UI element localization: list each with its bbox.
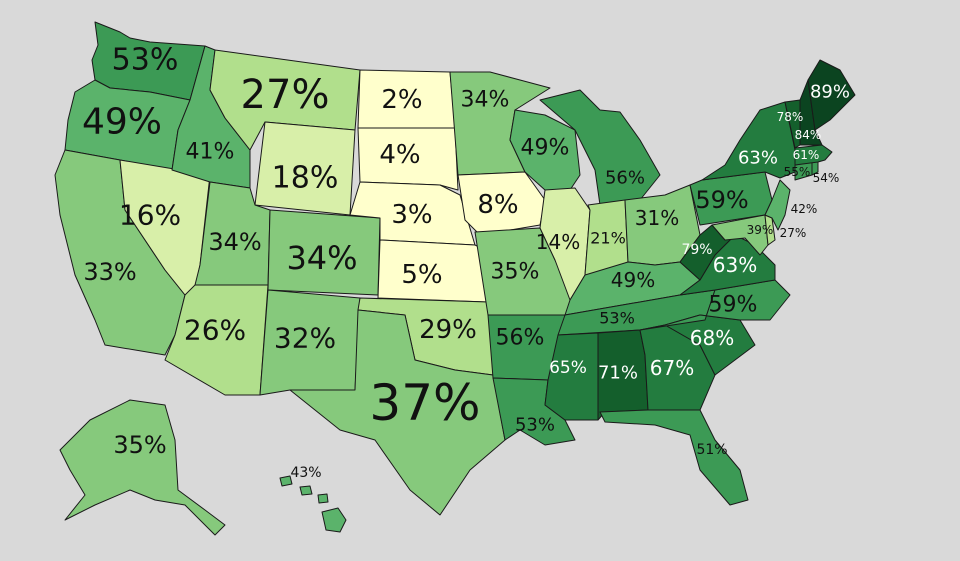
state-label-CO: 34% [286,239,357,277]
state-label-IL: 14% [536,230,580,254]
state-label-SD: 4% [379,140,420,170]
state-label-NC: 59% [709,293,758,318]
state-label-HI: 43% [290,465,321,481]
state-label-MT: 27% [241,72,330,118]
state-label-MS: 65% [549,358,587,378]
state-SD [357,127,459,191]
state-label-VT: 78% [777,110,804,124]
state-label-FL: 51% [696,442,727,458]
state-label-NY: 63% [738,148,778,169]
state-label-NE: 3% [391,200,432,230]
state-label-MN: 34% [461,88,510,113]
state-shapes [54,21,856,536]
state-label-WI: 49% [521,136,570,161]
state-label-AL: 71% [598,363,638,384]
state-HI [279,475,347,533]
state-label-OH: 31% [635,206,679,230]
state-label-MA: 61% [793,148,820,162]
state-label-AK: 35% [113,431,166,459]
state-label-MO: 35% [491,260,540,285]
state-label-SC: 68% [690,326,734,350]
state-label-WV: 79% [681,242,712,258]
state-label-WA: 53% [112,43,179,78]
state-label-NH: 84% [795,128,822,142]
state-label-CA: 33% [83,258,136,286]
state-label-OK: 29% [419,315,477,345]
state-label-LA: 53% [515,415,555,436]
state-label-CT: 55% [784,165,811,179]
state-TX [289,309,506,516]
state-label-NV: 16% [119,199,181,232]
state-label-RI: 54% [813,171,840,185]
state-labels: 53%49%33%16%41%27%18%34%26%34%32%2%4%3%5… [82,43,850,482]
state-label-KS: 5% [401,260,442,290]
state-NH [799,79,823,146]
state-label-TN: 53% [599,309,635,328]
state-label-AZ: 26% [184,314,246,347]
state-FL [599,409,749,506]
state-label-ME: 89% [810,82,850,103]
state-label-MI: 56% [605,168,645,189]
state-label-MD: 39% [747,223,774,237]
state-label-VA: 63% [713,253,757,277]
state-label-UT: 34% [208,228,261,256]
state-label-IA: 8% [477,190,518,220]
state-label-DE: 27% [780,226,807,240]
state-label-NJ: 42% [791,202,818,216]
state-label-TX: 37% [369,374,480,432]
state-NJ [764,179,791,231]
state-label-WY: 18% [272,161,339,196]
state-label-GA: 67% [650,356,694,380]
state-label-ID: 41% [186,140,235,165]
state-ME [807,59,856,131]
state-label-OR: 49% [82,102,162,143]
state-label-PA: 59% [695,186,748,214]
state-label-NM: 32% [274,322,336,355]
state-label-AR: 56% [496,326,545,351]
state-label-IN: 21% [590,229,626,248]
state-label-KY: 49% [611,268,655,292]
state-label-ND: 2% [381,85,422,115]
state-MI [539,89,661,206]
state-AK [59,399,226,536]
